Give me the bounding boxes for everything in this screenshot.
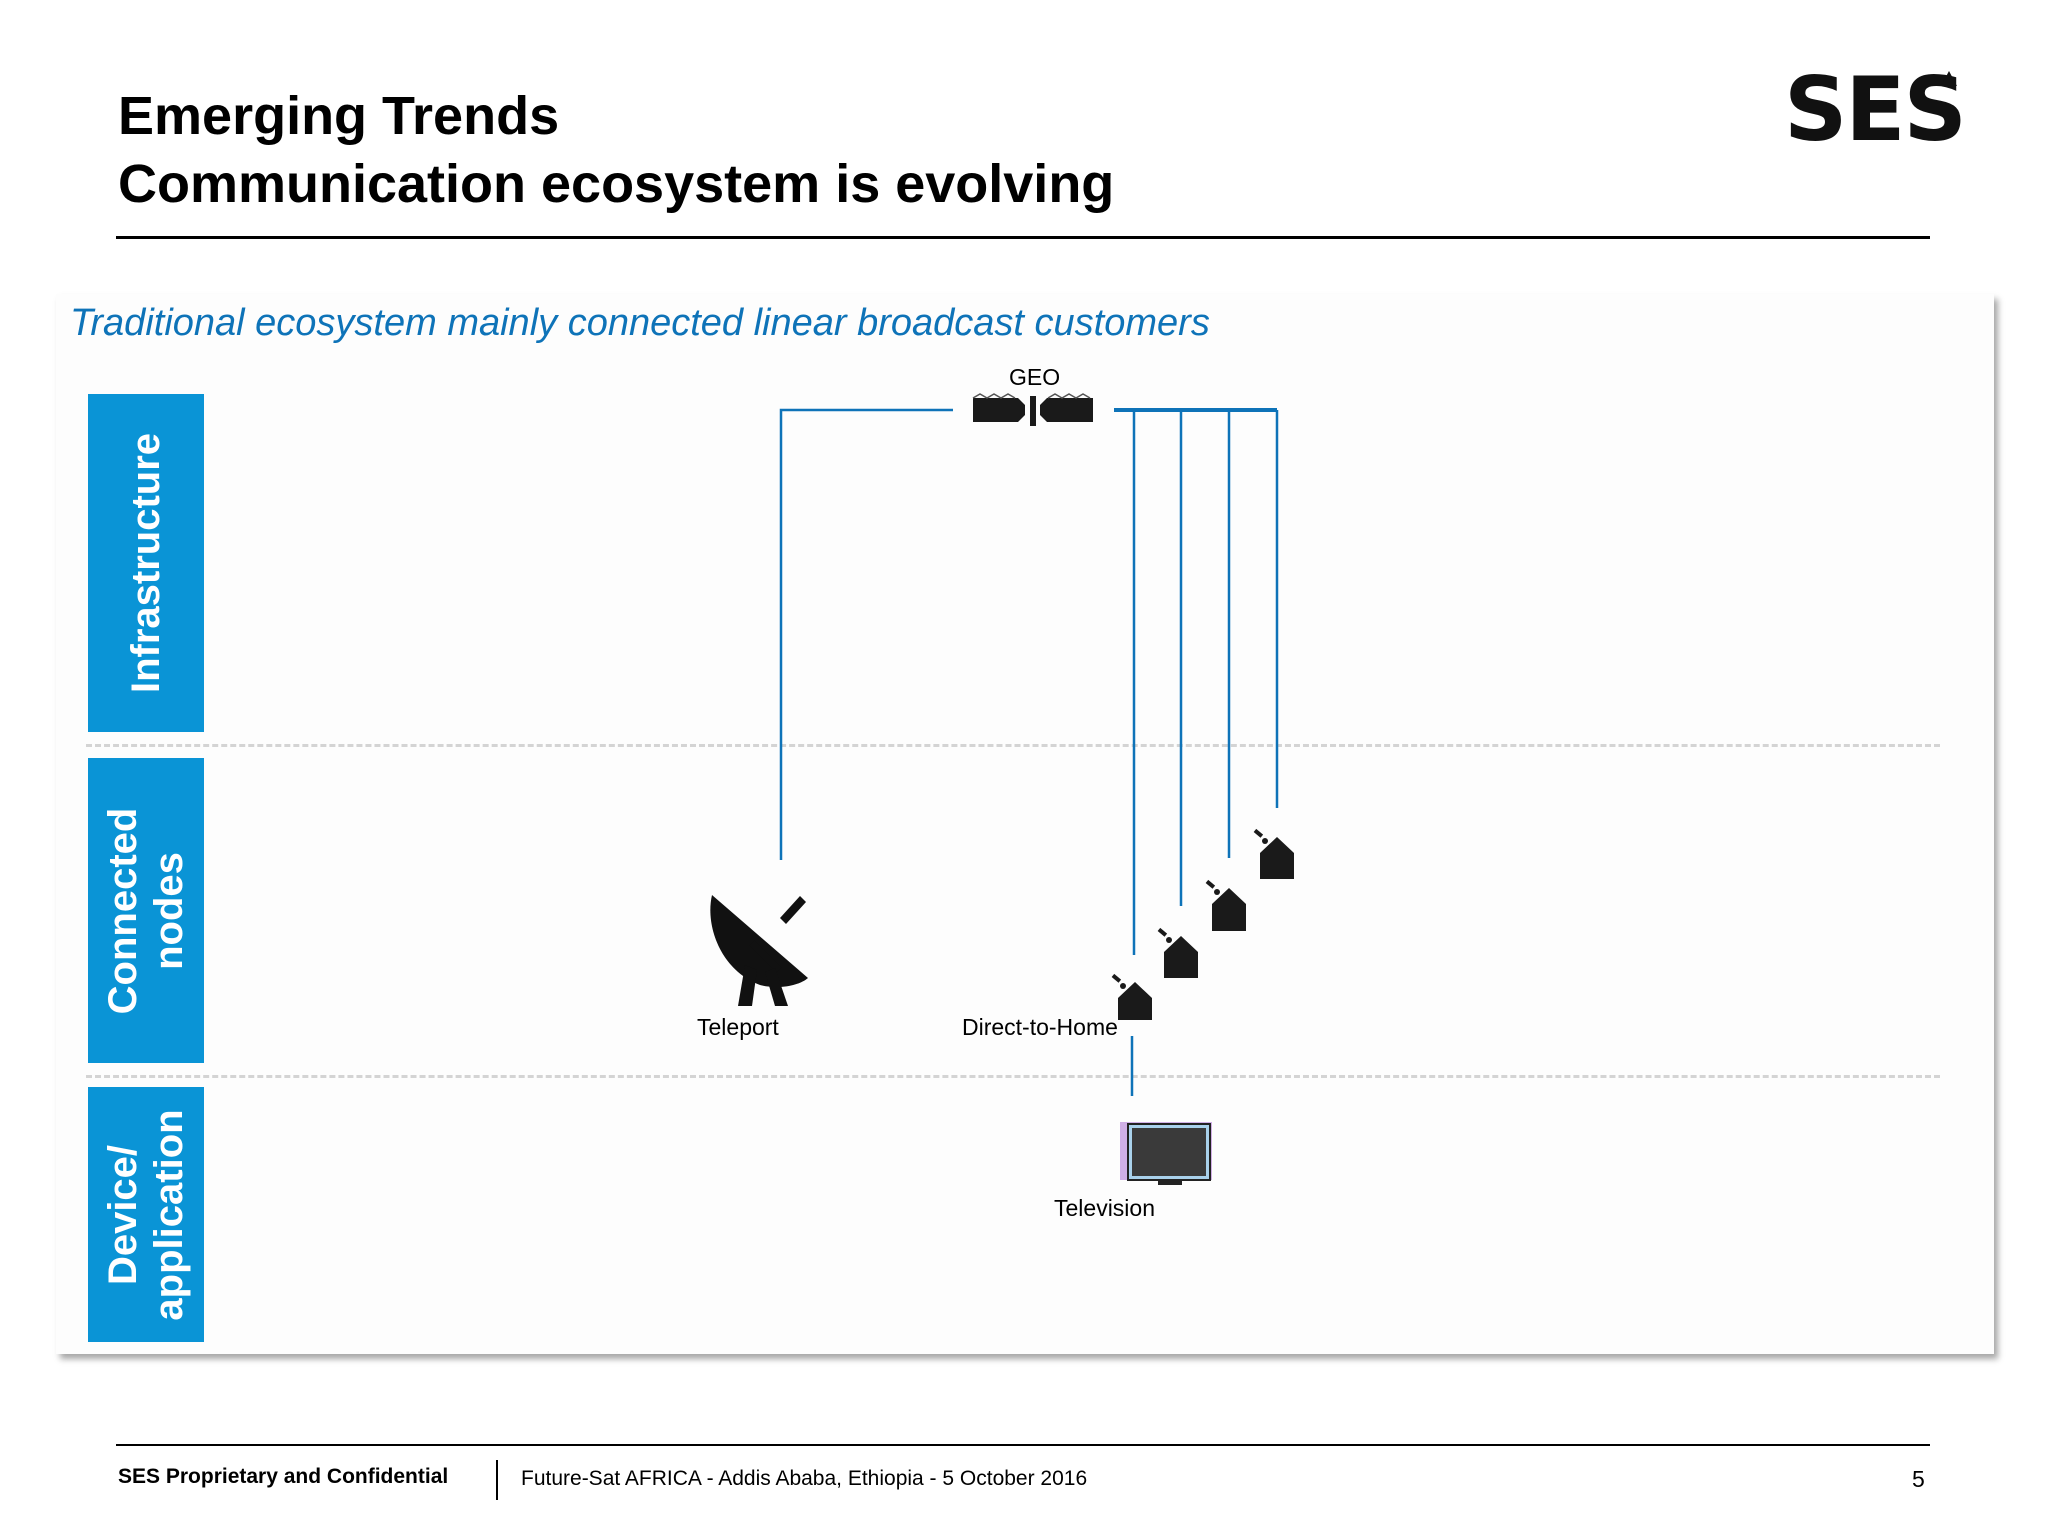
band-separator-1 [86,744,1940,747]
band-separator-2 [86,1075,1940,1078]
triangle-icon [1941,71,1957,86]
footer-divider [116,1444,1930,1446]
television-icon [1120,1122,1212,1185]
teleport-label: Teleport [697,1014,779,1040]
band-infrastructure: Infrastructure [88,394,204,732]
title-line-1: Emerging Trends [118,86,560,146]
footer-event: Future-Sat AFRICA - Addis Ababa, Ethiopi… [521,1467,1088,1490]
geo-label: GEO [1009,364,1061,390]
house-with-dish-icon [1253,828,1294,879]
title-line-2: Communication ecosystem is evolving [118,154,1115,214]
ses-logo: SES [1784,50,1984,160]
page-number: 5 [1912,1466,1925,1492]
link-geo-teleport [779,408,953,860]
diagram-panel [56,294,1994,1354]
band-device-application: Device/ application [88,1087,204,1342]
footer-separator [496,1460,498,1500]
band-connected-nodes: Connected nodes [88,758,204,1063]
link-geo-dth [1114,408,1279,1096]
house-with-dish-icon [1111,973,1152,1020]
satellite-icon [972,393,1093,426]
panel-subtitle: Traditional ecosystem mainly connected l… [70,302,1210,344]
television-label: Television [1054,1195,1155,1221]
slide-title: Emerging Trends Communication ecosystem … [118,82,1618,218]
footer-confidential: SES Proprietary and Confidential [118,1465,449,1488]
title-divider [116,236,1930,239]
satellite-dish-icon [710,895,808,1006]
house-with-dish-icon [1157,927,1198,978]
logo-text: SES [1784,58,1967,161]
house-with-dish-icon [1205,879,1246,931]
direct-to-home-label: Direct-to-Home [962,1014,1118,1040]
